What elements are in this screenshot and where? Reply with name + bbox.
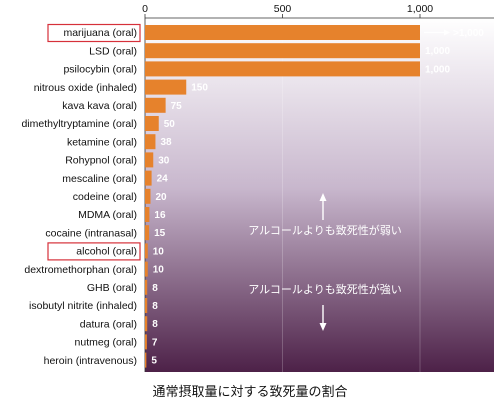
category-label: Rohypnol (oral) [65,155,137,167]
x-tick-label: 500 [274,3,292,15]
bars [145,25,420,368]
category-label: ketamine (oral) [67,136,137,148]
bar [145,116,159,131]
data-label: 1,000 [425,64,450,75]
category-label: dimethyltryptamine (oral) [21,118,137,130]
arrow-up-icon [319,193,327,220]
data-label: 10 [153,265,165,276]
category-label: isobutyl nitrite (inhaled) [29,300,137,312]
bar [145,352,147,368]
data-label: 16 [154,210,166,221]
highlight-box [47,242,141,261]
data-label: >1,000 [453,28,484,39]
category-label: GHB (oral) [87,282,137,294]
arrow-down-icon [319,305,327,331]
bar [145,152,154,168]
data-label: 150 [191,83,208,94]
bar [145,334,147,350]
category-label: nutmeg (oral) [75,337,137,349]
bar [145,207,150,222]
bar [145,188,151,204]
data-label: 38 [160,137,172,148]
data-label: 8 [152,301,158,312]
data-label: 15 [154,228,166,239]
bar [145,225,150,241]
gridlines [282,18,421,372]
bar [145,25,420,40]
data-label: 75 [171,101,183,112]
annotation-stronger-than-alcohol: アルコールよりも致死性が強い [248,282,401,296]
category-labels: marijuana (oral) LSD (oral) psilocybin (or… [21,23,141,367]
category-label: LSD (oral) [89,45,137,57]
bar [145,61,420,77]
bar [145,279,148,295]
x-tick-label: 1,000 [407,3,433,15]
data-label: 8 [152,319,158,330]
chart-caption: 通常摂取量に対する致死量の割合 [152,385,348,400]
lethality-bar-chart: 0 500 1,000 >1,0001,0001,00015075503830242… [21,3,494,372]
category-label: alcohol (oral) [76,246,137,258]
bar [145,170,152,186]
arrow-right-icon [444,29,450,36]
bar [145,134,156,150]
data-label: 50 [164,119,176,130]
data-label: 8 [152,283,158,294]
bar [145,261,148,277]
x-tick-label: 0 [142,3,148,15]
highlight-box [47,23,141,43]
bar [145,243,148,259]
annotations: アルコールよりも致死性が弱い アルコールよりも致死性が強い [248,193,402,331]
data-label: 1,000 [425,46,450,57]
data-label: 30 [158,155,170,166]
data-label: 10 [153,246,165,257]
data-label: 24 [157,174,169,185]
category-label: kava kava (oral) [62,100,137,112]
bar [145,79,187,95]
bar [145,43,420,59]
bar [145,316,148,332]
category-label: nitrous oxide (inhaled) [34,82,137,94]
category-label: psilocybin (oral) [63,64,137,76]
data-label: 7 [152,337,158,348]
category-label: mescaline (oral) [62,173,137,185]
category-label: codeine (oral) [73,191,137,203]
annotation-weaker-than-alcohol: アルコールよりも致死性が弱い [248,223,401,237]
data-label: 20 [156,192,168,203]
bar [145,97,166,113]
category-label: marijuana (oral) [63,27,137,39]
category-label: heroin (intravenous) [44,355,137,367]
category-label: MDMA (oral) [78,209,137,221]
category-label: dextromethorphan (oral) [24,264,137,276]
category-label: cocaine (intranasal) [45,227,137,239]
category-label: datura (oral) [80,318,137,330]
data-label: 5 [151,356,157,367]
value-labels: >1,0001,0001,000150755038302420161510108… [151,28,484,367]
plot-background [145,18,494,372]
bar [145,298,148,313]
